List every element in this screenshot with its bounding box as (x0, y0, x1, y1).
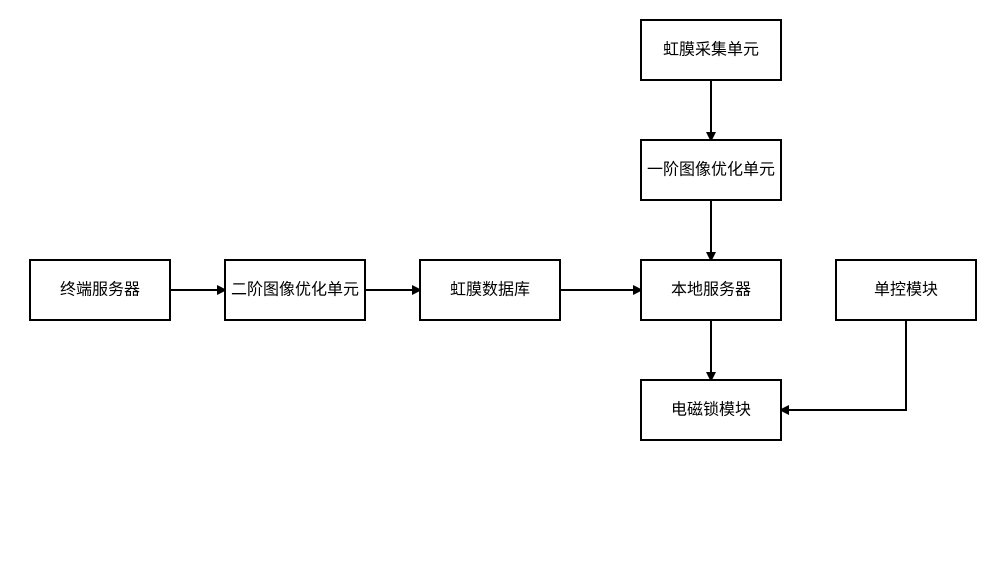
flowchart-canvas: 虹膜采集单元一阶图像优化单元终端服务器 二阶图像优化单元 虹膜数据库 本地服务器 单控模… (0, 0, 1000, 563)
edge-single_ctrl-to-em_lock (781, 320, 906, 410)
node-label-em_lock: 电磁锁模块 (671, 401, 751, 419)
node-label-terminal_srv: 终端服务器 (60, 281, 140, 299)
node-label-single_ctrl: 单控模块 (874, 281, 938, 299)
edges-layer (170, 80, 906, 410)
node-label-iris_db: 虹膜数据库 (450, 281, 530, 299)
node-terminal_srv: 终端服务器 (30, 260, 170, 320)
node-label-first_order: 一阶图像优化单元 (647, 161, 775, 179)
node-local_srv: 本地服务器 (641, 260, 781, 320)
node-iris_capture: 虹膜采集单元 (641, 20, 781, 80)
node-label-second_order: 二阶图像优化单元 (231, 281, 359, 299)
node-second_order: 二阶图像优化单元 (225, 260, 365, 320)
node-first_order: 一阶图像优化单元 (641, 140, 781, 200)
node-label-iris_capture: 虹膜采集单元 (663, 41, 759, 59)
node-label-local_srv: 本地服务器 (671, 281, 751, 299)
node-em_lock: 电磁锁模块 (641, 380, 781, 440)
node-iris_db: 虹膜数据库 (420, 260, 560, 320)
nodes-layer: 虹膜采集单元一阶图像优化单元终端服务器 二阶图像优化单元 虹膜数据库 本地服务器 单控模… (30, 20, 976, 440)
node-single_ctrl: 单控模块 (836, 260, 976, 320)
